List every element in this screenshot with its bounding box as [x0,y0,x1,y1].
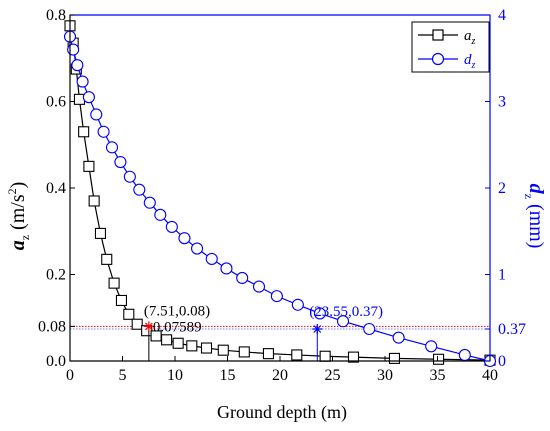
data-point-az [319,350,331,362]
legend-marker-dz [431,52,445,66]
data-point-az [388,352,401,364]
annotation-label-az-point: (7.51,0.08) [144,303,210,319]
data-point-dz [252,280,266,293]
data-point-dz [143,196,156,209]
data-point-dz [205,252,218,265]
data-point-az [161,334,173,346]
data-point-dz [336,315,350,328]
data-point-az [83,160,95,172]
x-tick-label: 40 [482,367,498,384]
data-point-az [186,340,198,352]
data-point-dz [123,170,136,183]
right-tick-label: 3 [498,94,506,111]
data-point-dz [114,156,127,169]
left-tick-label: 0.0 [46,353,66,370]
data-point-az [217,344,229,356]
data-point-dz [82,91,95,104]
x-tick-label: 35 [430,367,446,384]
data-point-az [108,277,120,289]
data-point-dz [97,125,110,138]
data-point-dz [165,220,178,233]
left-tick-label: 0.6 [46,94,66,111]
annotations [143,321,323,361]
data-point-az [347,351,360,363]
data-point-dz [425,340,438,353]
annotation-label-az-value: 0.07589 [153,319,202,335]
left-axis-ticks: 0.0 0.2 0.4 0.6 0.8 0.08 [38,7,75,370]
data-point-az [291,349,303,361]
right-tick-label: 0 [498,353,506,370]
left-axis-title: az (m/s2) [5,182,32,251]
data-point-dz [76,75,89,88]
data-point-dz [236,271,249,285]
data-point-az [94,227,106,239]
data-point-az [115,294,127,307]
right-tick-label: 4 [498,7,506,24]
data-point-az [78,126,90,138]
data-point-az [238,346,250,358]
legend: az dz [411,21,490,73]
legend-label-az: az [464,28,476,47]
right-tick-label-extra: 0.37 [498,321,526,338]
left-tick-label: 0.4 [46,180,66,197]
data-point-dz [363,322,376,336]
data-point-az [172,337,184,349]
legend-label-dz: dz [464,52,476,71]
data-point-dz [191,242,204,255]
legend-box [411,21,490,73]
data-point-az [123,308,135,320]
data-point-dz [105,141,119,154]
series-layer [63,20,497,368]
right-tick-label: 1 [498,267,506,284]
data-point-az [101,253,113,265]
data-point-az [432,353,445,365]
x-tick-label: 25 [325,367,341,384]
x-tick-label: 0 [66,367,74,384]
annotation-label-dz-point: (23.55,0.37) [309,304,383,320]
right-tick-label: 2 [498,180,506,197]
data-point-dz [67,43,80,56]
left-tick-label: 0.8 [46,7,66,24]
x-axis-ticks: 0 5 10 15 20 25 30 35 40 [66,356,498,384]
x-tick-label: 5 [119,367,127,384]
legend-marker-az [432,29,444,41]
data-point-dz [220,262,233,275]
data-point-az [88,195,100,207]
data-point-az [200,342,213,354]
data-point-dz [178,232,191,245]
marker-az-point [143,321,154,332]
x-tick-label: 30 [377,367,393,384]
x-tick-label: 15 [220,367,236,384]
data-point-dz [291,298,304,311]
x-tick-label: 10 [167,367,183,384]
right-axis-title: dz (mm) [522,184,547,249]
left-tick-label: 0.2 [46,267,66,284]
data-point-dz [392,331,405,344]
data-point-dz [90,108,103,121]
data-point-az [131,318,143,330]
data-point-dz [270,290,283,303]
data-point-dz [133,183,146,196]
data-point-dz [71,59,84,72]
data-point-az [73,93,85,105]
x-tick-label: 20 [272,367,288,384]
data-point-dz [313,307,326,320]
left-tick-label-extra: 0.08 [38,318,66,335]
data-point-dz [154,208,167,221]
marker-dz-point [312,323,323,334]
data-point-az [262,348,275,360]
data-point-dz [458,348,471,361]
x-axis-title: Ground depth (m) [217,402,347,423]
right-axis-ticks: 0 1 2 3 4 0.37 [485,7,526,370]
